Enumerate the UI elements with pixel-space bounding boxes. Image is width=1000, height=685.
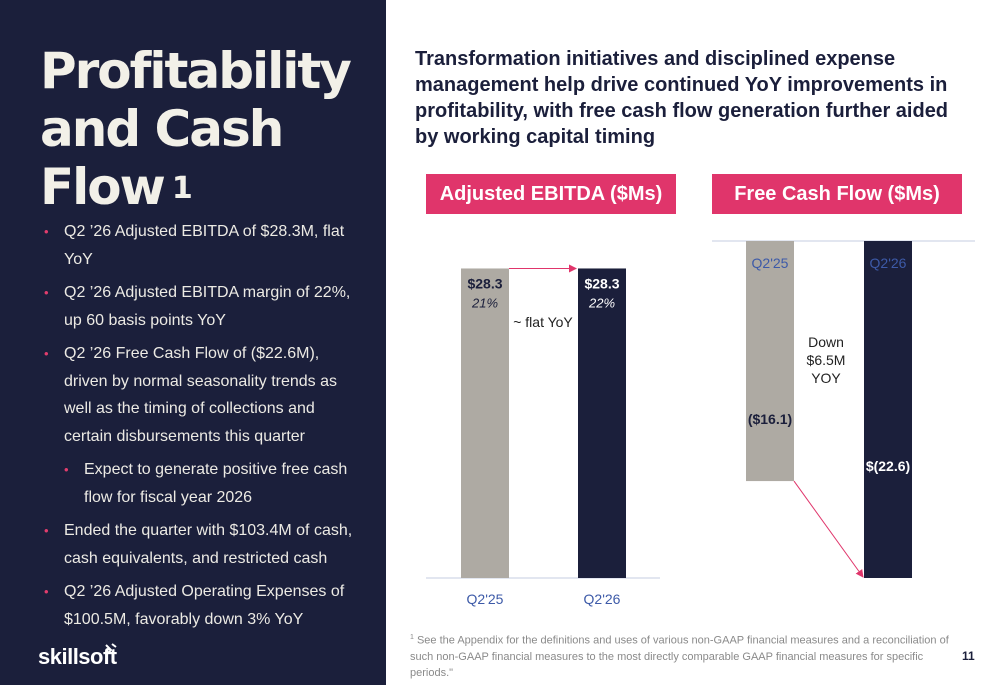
ebitda-chart-title: Adjusted EBITDA ($Ms) [426,174,676,214]
ebitda-margin-label: 21% [471,295,498,310]
fcf-category-label: Q2'25 [752,255,789,271]
page-title-text: Profitability and Cash Flow [40,42,352,216]
logo-spark-icon [105,643,117,656]
key-points-list: Q2 ’26 Adjusted EBITDA of $28.3M, flat Y… [44,218,364,639]
key-point-item: Q2 ’26 Adjusted EBITDA of $28.3M, flat Y… [44,218,364,273]
ebitda-bar [578,268,626,578]
page-title: Profitability and Cash Flow 1 [40,42,380,216]
fcf-value-label: $(22.6) [866,458,910,474]
page-number: 11 [962,649,975,663]
ebitda-margin-label: 22% [588,295,615,310]
headline: Transformation initiatives and disciplin… [415,48,949,148]
ebitda-value-label: $28.3 [584,275,619,291]
key-point-item: Q2 ’26 Adjusted Operating Expenses of $1… [44,578,364,633]
key-point-item: Q2 ’26 Free Cash Flow of ($22.6M), drive… [44,340,364,450]
fcf-annotation-line: YOY [811,370,841,386]
ebitda-value-label: $28.3 [467,275,502,291]
key-point-item: Expect to generate positive free cash fl… [64,456,364,511]
key-point-item: Q2 ’26 Adjusted EBITDA margin of 22%, up… [44,279,364,334]
fcf-annotation-line: $6.5M [807,352,846,368]
fcf-value-label: ($16.1) [748,411,792,427]
footnote: 1 See the Appendix for the definitions a… [410,630,950,681]
fcf-change-arrow [793,480,864,578]
skillsoft-logo: skillsoft [38,644,117,669]
fcf-category-label: Q2'26 [870,255,907,271]
title-footnote-marker: 1 [171,171,193,206]
fcf-annotation-line: Down [808,334,844,350]
ebitda-annotation: ~ flat YoY [513,314,573,330]
key-point-item: Ended the quarter with $103.4M of cash, … [44,517,364,572]
fcf-chart-title: Free Cash Flow ($Ms) [712,174,962,214]
fcf-bar [746,241,794,482]
footnote-text: See the Appendix for the definitions and… [410,634,949,679]
ebitda-category-label: Q2'26 [584,591,621,607]
footnote-marker: 1 [410,634,414,641]
ebitda-category-label: Q2'25 [467,591,504,607]
ebitda-bar [461,268,509,578]
fcf-bar [864,241,912,578]
